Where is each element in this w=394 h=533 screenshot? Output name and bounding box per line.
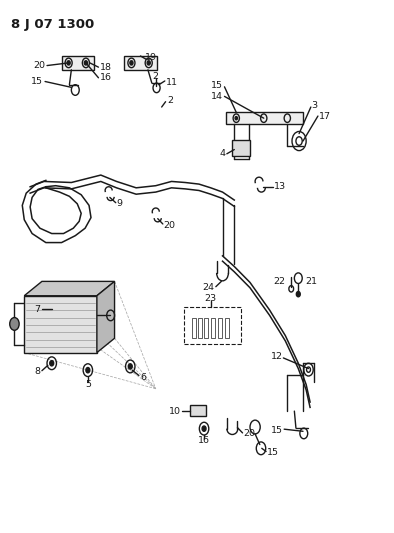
Polygon shape <box>24 281 115 296</box>
Text: 23: 23 <box>204 294 217 303</box>
Text: 20: 20 <box>243 430 255 439</box>
Circle shape <box>128 364 132 369</box>
Circle shape <box>67 61 70 65</box>
Bar <box>198 318 202 338</box>
Text: 17: 17 <box>319 112 331 121</box>
Text: 16: 16 <box>198 437 210 446</box>
Circle shape <box>202 426 206 431</box>
Circle shape <box>10 318 19 330</box>
Circle shape <box>84 61 87 65</box>
Text: 15: 15 <box>31 77 43 86</box>
Text: 18: 18 <box>100 63 112 71</box>
Bar <box>204 318 208 338</box>
Circle shape <box>130 61 133 65</box>
Text: 2: 2 <box>153 72 159 81</box>
Bar <box>218 318 222 338</box>
Text: 3: 3 <box>312 101 318 110</box>
Text: 8 J 07 1300: 8 J 07 1300 <box>11 18 94 31</box>
Bar <box>190 405 206 416</box>
Text: 13: 13 <box>273 182 286 191</box>
Text: 11: 11 <box>165 77 178 86</box>
Polygon shape <box>24 296 97 353</box>
Circle shape <box>86 368 90 373</box>
Text: 24: 24 <box>203 283 215 292</box>
Circle shape <box>296 292 300 297</box>
Bar <box>232 140 251 156</box>
Circle shape <box>307 367 310 372</box>
Bar <box>61 56 94 70</box>
Text: 10: 10 <box>169 407 180 416</box>
Text: 8: 8 <box>34 367 40 376</box>
Circle shape <box>147 61 150 65</box>
Bar <box>211 318 215 338</box>
Text: 6: 6 <box>140 373 146 382</box>
Circle shape <box>235 117 238 120</box>
Text: 9: 9 <box>117 199 123 208</box>
Text: 16: 16 <box>100 73 112 82</box>
Text: 14: 14 <box>211 92 223 101</box>
Text: 15: 15 <box>211 81 223 90</box>
Bar <box>227 112 303 124</box>
Bar <box>192 318 196 338</box>
Polygon shape <box>97 281 115 353</box>
Text: 20: 20 <box>33 61 45 70</box>
Text: 4: 4 <box>219 149 225 158</box>
Circle shape <box>50 361 54 366</box>
Bar <box>225 318 229 338</box>
Text: 7: 7 <box>34 304 40 313</box>
Text: 22: 22 <box>273 277 285 286</box>
Text: 12: 12 <box>271 352 282 361</box>
Text: 15: 15 <box>267 448 279 457</box>
Bar <box>125 56 156 70</box>
Circle shape <box>296 137 302 146</box>
Text: 5: 5 <box>85 380 91 389</box>
Text: 21: 21 <box>305 277 317 286</box>
Text: 15: 15 <box>271 426 282 435</box>
Text: 20: 20 <box>164 221 176 230</box>
Text: 19: 19 <box>145 53 157 62</box>
Text: 2: 2 <box>167 96 173 105</box>
Bar <box>184 308 242 344</box>
